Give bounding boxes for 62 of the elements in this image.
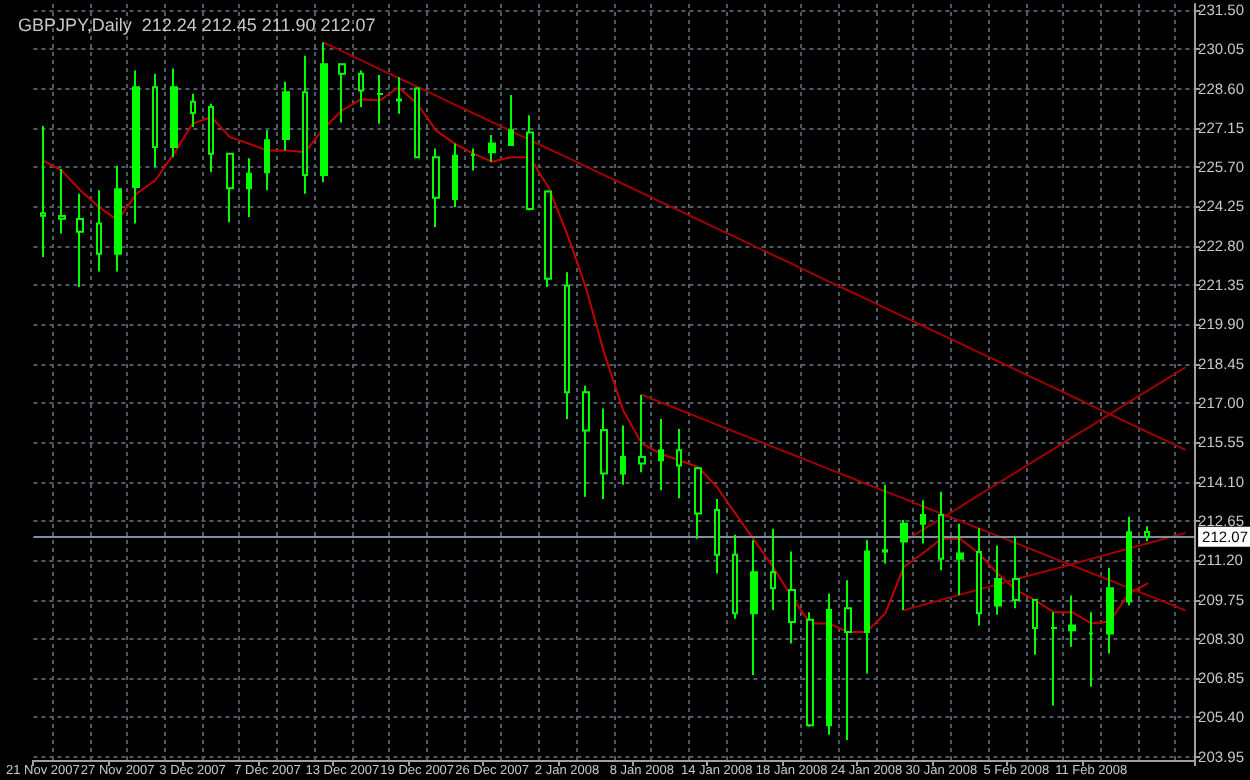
candlestick — [226, 152, 234, 224]
candlestick — [844, 579, 852, 741]
candlestick — [788, 550, 796, 645]
candlestick — [694, 465, 702, 540]
candlestick — [302, 54, 308, 195]
candlestick — [170, 67, 178, 159]
candlestick — [826, 592, 832, 736]
candlestick — [414, 86, 420, 160]
candlestick — [264, 129, 270, 192]
candlestick — [396, 76, 402, 115]
candlestick — [526, 114, 534, 212]
candlestick — [956, 522, 964, 596]
candlestick — [470, 147, 476, 172]
candlestick — [676, 428, 682, 500]
candlestick — [732, 533, 738, 620]
candlestick — [938, 490, 944, 572]
candlestick — [282, 80, 290, 152]
candlestick — [432, 147, 440, 229]
candlestick — [900, 519, 908, 612]
candlestick — [920, 499, 926, 545]
candlestick — [1068, 594, 1076, 648]
candlestick — [806, 611, 814, 728]
candlestick — [1032, 597, 1038, 656]
candlestick — [976, 527, 982, 627]
candlestick — [658, 418, 664, 492]
candlestick — [58, 168, 66, 235]
candlestick — [488, 133, 496, 163]
candlestick — [358, 69, 364, 108]
candlestick — [132, 69, 140, 225]
candlestick — [620, 424, 626, 486]
candlestick — [1050, 611, 1058, 707]
candlestick — [76, 192, 84, 288]
candlestick — [1012, 535, 1020, 610]
candlestick — [582, 384, 590, 498]
candlestick — [208, 102, 214, 174]
candlestick — [338, 63, 346, 124]
candlestick — [508, 94, 514, 147]
candlestick — [564, 271, 570, 420]
candlestick — [152, 72, 158, 168]
candlestick — [114, 164, 122, 273]
line-series — [41, 86, 1149, 634]
candlestick — [882, 483, 888, 565]
candlestick — [994, 544, 1002, 616]
candlestick — [1126, 515, 1132, 607]
candlestick — [1106, 567, 1114, 655]
text: GBPJPY,Daily 212.24 212.45 211.90 212.07 — [18, 15, 376, 35]
candlestick — [544, 189, 552, 288]
candlestick — [1144, 525, 1150, 543]
candlestick — [452, 142, 458, 209]
candlestick — [1088, 611, 1094, 688]
candlestick — [40, 124, 46, 258]
candlestick — [714, 497, 720, 575]
candlestick — [638, 393, 646, 474]
candlestick — [376, 74, 384, 125]
candlestick — [864, 539, 870, 675]
candlestick — [96, 189, 102, 273]
candlestick — [190, 92, 196, 129]
candlestick — [770, 527, 776, 612]
candlestick — [246, 157, 252, 219]
candlestick — [750, 539, 758, 676]
candlestick — [600, 407, 608, 500]
candlestick — [320, 41, 328, 184]
